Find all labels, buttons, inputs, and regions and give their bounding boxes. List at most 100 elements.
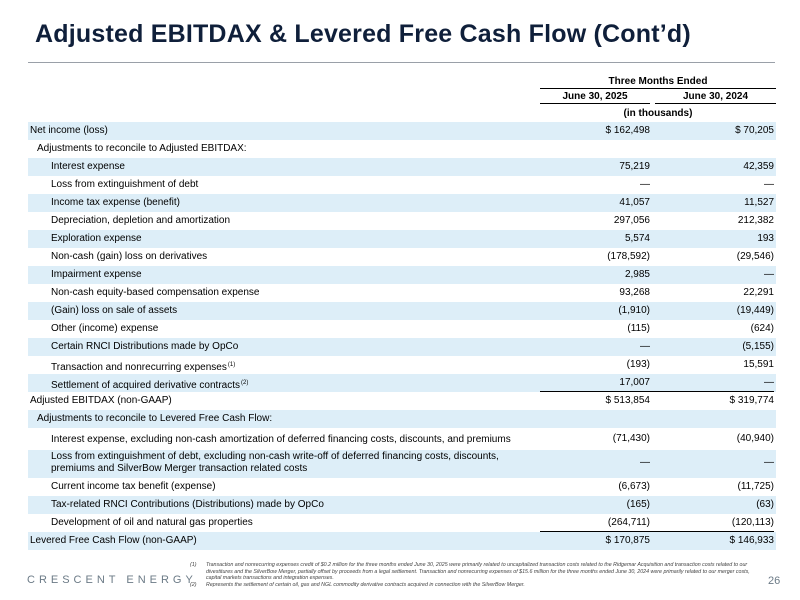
value-2025: (165): [626, 499, 650, 510]
value-2024: 212,382: [737, 215, 774, 226]
value-2025: 75,219: [619, 161, 650, 172]
value-2025: $ 162,498: [605, 125, 651, 136]
value-2024: 42,359: [743, 161, 774, 172]
value-2024: 15,591: [743, 359, 774, 370]
value-2024: (29,546): [736, 251, 774, 262]
value-2025: 297,056: [613, 215, 650, 226]
row-label: Impairment expense: [51, 269, 142, 280]
table-row-transaction-expenses: Transaction and nonrecurring expenses(1)…: [28, 356, 776, 374]
row-label: Exploration expense: [51, 233, 142, 244]
value-2024: —: [764, 179, 774, 190]
row-label: Adjustments to reconcile to Adjusted EBI…: [37, 143, 247, 154]
value-2025: $ 513,854: [605, 395, 651, 406]
table-row-sale-of-assets: (Gain) loss on sale of assets (1,910) (1…: [28, 302, 776, 320]
table-row-loss-extinguishment-debt: Loss from extinguishment of debt — —: [28, 176, 776, 194]
value-2025: (6,673): [618, 481, 650, 492]
table-row-interest-expense: Interest expense 75,219 42,359: [28, 158, 776, 176]
value-2025: —: [640, 457, 650, 468]
table-row-exploration-expense: Exploration expense 5,574 193: [28, 230, 776, 248]
value-2024: (63): [756, 499, 774, 510]
row-label: Settlement of acquired derivative contra…: [51, 377, 248, 392]
value-2024: (120,113): [731, 517, 774, 528]
value-2024: (40,940): [736, 433, 774, 444]
row-label: Net income (loss): [30, 125, 108, 136]
table-row-derivative-settlement: Settlement of acquired derivative contra…: [28, 374, 776, 392]
row-label: Levered Free Cash Flow (non-GAAP): [30, 535, 197, 546]
value-2025: (71,430): [612, 433, 650, 444]
table-row-adjustments-fcf-heading: Adjustments to reconcile to Levered Free…: [28, 410, 776, 428]
row-label: Non-cash equity-based compensation expen…: [51, 287, 260, 298]
value-2024: —: [764, 457, 774, 468]
value-2025: —: [640, 179, 650, 190]
row-label-text: Settlement of acquired derivative contra…: [51, 380, 240, 391]
value-2024: —: [764, 269, 774, 280]
table-row-current-income-tax: Current income tax benefit (expense) (6,…: [28, 478, 776, 496]
title-divider: [28, 62, 775, 63]
value-2024: (19,449): [736, 305, 774, 316]
column-header-rule-2024: [655, 103, 776, 104]
table-row-adjusted-ebitdax: Adjusted EBITDAX (non-GAAP) $ 513,854 $ …: [28, 392, 776, 410]
footnote-number: (1): [190, 562, 197, 568]
value-2025: 5,574: [624, 233, 650, 244]
row-label: Interest expense, excluding non-cash amo…: [51, 434, 511, 445]
value-2025: —: [640, 341, 650, 352]
value-2025: 2,985: [624, 269, 650, 280]
reconciliation-table: Net income (loss) $ 162,498 $ 70,205 Adj…: [28, 122, 776, 550]
column-header-rule-2025: [540, 103, 650, 104]
value-2025: (115): [627, 323, 650, 334]
table-row-development-properties: Development of oil and natural gas prope…: [28, 514, 776, 532]
footnote-2: (2) Represents the settlement of certain…: [190, 582, 762, 589]
units-header: (in thousands): [623, 108, 693, 119]
table-row-dd-and-a: Depreciation, depletion and amortization…: [28, 212, 776, 230]
row-label: (Gain) loss on sale of assets: [51, 305, 178, 316]
table-row-impairment: Impairment expense 2,985 —: [28, 266, 776, 284]
table-row-loss-extinguishment-excl: Loss from extinguishment of debt, exclud…: [28, 450, 776, 478]
table-row-derivatives: Non-cash (gain) loss on derivatives (178…: [28, 248, 776, 266]
value-2025: (178,592): [607, 251, 650, 262]
row-label: Non-cash (gain) loss on derivatives: [51, 251, 208, 262]
row-label: Development of oil and natural gas prope…: [51, 517, 253, 528]
page-title: Adjusted EBITDAX & Levered Free Cash Flo…: [35, 20, 691, 48]
value-2024: $ 319,774: [729, 395, 775, 406]
row-label: Adjustments to reconcile to Levered Free…: [37, 413, 273, 424]
footnote-text: Transaction and nonrecurring expenses cr…: [206, 562, 750, 581]
value-2025: $ 170,875: [605, 535, 651, 546]
table-row-adjustments-ebitdax-heading: Adjustments to reconcile to Adjusted EBI…: [28, 140, 776, 158]
row-label: Depreciation, depletion and amortization: [51, 215, 230, 226]
footnote-marker: (2): [240, 380, 249, 386]
table-row-levered-fcf: Levered Free Cash Flow (non-GAAP) $ 170,…: [28, 532, 776, 550]
value-2024: 193: [757, 233, 774, 244]
table-row-income-tax: Income tax expense (benefit) 41,057 11,5…: [28, 194, 776, 212]
table-row-net-income: Net income (loss) $ 162,498 $ 70,205: [28, 122, 776, 140]
table-row-tax-rnci: Tax-related RNCI Contributions (Distribu…: [28, 496, 776, 514]
value-2025: (1,910): [618, 305, 650, 316]
table-row-other-income: Other (income) expense (115) (624): [28, 320, 776, 338]
value-2025: 17,007: [619, 377, 650, 388]
value-2024: $ 70,205: [735, 125, 774, 136]
value-2024: (5,155): [742, 341, 774, 352]
company-logo-text: CRESCENT ENERGY: [27, 574, 197, 586]
table-row-equity-compensation: Non-cash equity-based compensation expen…: [28, 284, 776, 302]
value-2024: —: [764, 377, 774, 388]
value-2024: 11,527: [744, 197, 774, 208]
value-2024: (624): [750, 323, 774, 334]
row-label: Interest expense: [51, 161, 125, 172]
table-row-rnci-distributions: Certain RNCI Distributions made by OpCo …: [28, 338, 776, 356]
footnote-marker: (1): [227, 362, 236, 368]
row-label-text: Transaction and nonrecurring expenses: [51, 362, 227, 373]
row-label: Current income tax benefit (expense): [51, 481, 216, 492]
value-2025: (193): [626, 359, 650, 370]
footnote-text: Represents the settlement of certain oil…: [206, 581, 525, 588]
table-row-interest-excl-noncash: Interest expense, excluding non-cash amo…: [28, 428, 776, 450]
row-label: Other (income) expense: [51, 323, 159, 334]
value-2025: 93,268: [619, 287, 650, 298]
column-header-2025: June 30, 2025: [562, 91, 628, 102]
period-header-rule: [540, 88, 776, 89]
row-label: Adjusted EBITDAX (non-GAAP): [30, 395, 172, 406]
row-label: Certain RNCI Distributions made by OpCo: [51, 341, 239, 352]
value-2025: 41,057: [619, 197, 650, 208]
value-2024: $ 146,933: [729, 535, 775, 546]
row-label: Transaction and nonrecurring expenses(1): [51, 359, 235, 374]
footnote-1: (1) Transaction and nonrecurring expense…: [190, 562, 762, 582]
row-label: Loss from extinguishment of debt: [51, 179, 199, 190]
